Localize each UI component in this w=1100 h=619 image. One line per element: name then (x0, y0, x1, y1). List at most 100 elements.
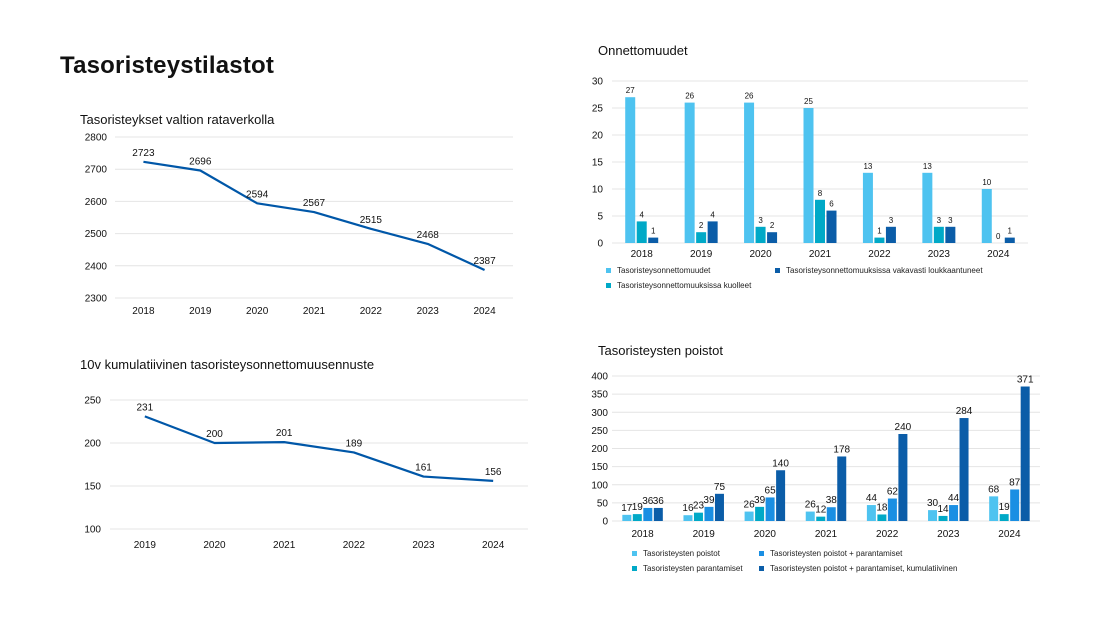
crossings-xtick-label: 2020 (246, 306, 269, 317)
accidents-ytick-label: 5 (597, 212, 603, 223)
removals-bar (704, 506, 714, 521)
legend-item-removals-0: Tasoristeysten poistot (632, 549, 720, 558)
accidents-bar (1004, 237, 1015, 243)
forecast-xtick-label: 2019 (134, 540, 157, 551)
removals-data-label: 14 (937, 504, 949, 515)
crossings-data-label: 2387 (473, 256, 496, 267)
crossings-xtick-label: 2024 (473, 306, 496, 317)
removals-bar (805, 511, 815, 521)
removals-ytick-label: 0 (602, 517, 608, 528)
crossings-series-line (143, 160, 486, 271)
accidents-bar (744, 102, 755, 243)
removals-bar (643, 507, 653, 521)
removals-xtick-label: 2019 (693, 529, 716, 540)
removals-bar (765, 497, 775, 521)
accidents-xtick-label: 2023 (928, 249, 951, 260)
accidents-ytick-label: 20 (592, 131, 604, 142)
crossings-data-label: 2468 (417, 230, 440, 241)
removals-data-label: 62 (887, 487, 899, 498)
removals-bar (653, 507, 663, 521)
removals-xtick-label: 2021 (815, 529, 838, 540)
removals-data-label: 284 (956, 406, 973, 417)
removals-data-label: 75 (714, 482, 726, 493)
removals-bar (755, 506, 765, 521)
removals-bar (744, 511, 754, 521)
forecast-xtick-label: 2020 (203, 540, 226, 551)
removals-data-label: 26 (744, 500, 756, 511)
forecast-data-label: 201 (276, 428, 293, 439)
accidents-data-label: 3 (758, 216, 763, 225)
forecast-xtick-label: 2024 (482, 540, 505, 551)
removals-bar (816, 516, 826, 521)
removals-xtick-label: 2023 (937, 529, 960, 540)
crossings-xtick-label: 2018 (132, 306, 155, 317)
removals-data-label: 36 (653, 496, 665, 507)
crossings-data-label: 2567 (303, 198, 326, 209)
removals-ytick-label: 150 (591, 462, 608, 473)
accidents-data-label: 6 (829, 200, 834, 209)
removals-xtick-label: 2022 (876, 529, 899, 540)
removals-data-label: 38 (826, 495, 838, 506)
forecast-xtick-label: 2023 (412, 540, 435, 551)
accidents-bar (625, 97, 636, 243)
forecast-xtick-label: 2022 (343, 540, 366, 551)
accidents-bar (684, 102, 695, 243)
legend-label: Tasoristeysonnettomuuksissa vakavasti lo… (786, 266, 983, 275)
accidents-xtick-label: 2020 (749, 249, 772, 260)
removals-bar (938, 515, 948, 521)
chart-title-forecast: 10v kumulatiivinen tasoristeysonnettomuu… (80, 357, 375, 372)
forecast-data-label: 231 (136, 402, 153, 413)
removals-data-label: 68 (988, 484, 1000, 495)
removals-ytick-label: 400 (591, 372, 608, 383)
accidents-xtick-label: 2022 (868, 249, 891, 260)
removals-xtick-label: 2024 (998, 529, 1021, 540)
removals-bar (826, 507, 836, 521)
accidents-data-label: 27 (626, 86, 635, 95)
removals-data-label: 23 (693, 501, 705, 512)
accidents-xtick-label: 2018 (631, 249, 654, 260)
crossings-ytick-label: 2700 (85, 165, 108, 176)
removals-data-label: 65 (765, 485, 777, 496)
accidents-ytick-label: 0 (597, 239, 603, 250)
crossings-ytick-label: 2300 (85, 294, 108, 305)
accidents-bar (648, 237, 659, 243)
accidents-data-label: 25 (804, 97, 813, 106)
accidents-ytick-label: 30 (592, 77, 604, 88)
legend-item-removals-1: Tasoristeysten parantamiset (632, 564, 743, 573)
chart-title-removals: Tasoristeysten poistot (598, 343, 724, 358)
removals-bar (1020, 386, 1030, 521)
removals-data-label: 371 (1017, 375, 1034, 386)
accidents-xtick-label: 2019 (690, 249, 713, 260)
crossings-data-label: 2515 (360, 215, 383, 226)
chart-title-accidents: Onnettomuudet (598, 43, 688, 58)
removals-ytick-label: 300 (591, 408, 608, 419)
removals-data-label: 178 (833, 444, 850, 455)
removals-bar (837, 456, 847, 521)
removals-data-label: 36 (642, 496, 654, 507)
legend-label: Tasoristeysten poistot (643, 549, 720, 558)
accidents-data-label: 1 (1008, 227, 1013, 236)
legend-swatch (759, 566, 764, 571)
crossings-xtick-label: 2022 (360, 306, 383, 317)
removals-data-label: 16 (682, 503, 694, 514)
removals-bar (928, 510, 938, 521)
removals-data-label: 87 (1009, 477, 1021, 488)
removals-data-label: 44 (948, 493, 960, 504)
crossings-xtick-label: 2021 (303, 306, 326, 317)
removals-bar (632, 514, 642, 521)
accidents-data-label: 4 (639, 210, 644, 219)
removals-data-label: 44 (866, 493, 878, 504)
legend-label: Tasoristeysten parantamiset (643, 564, 743, 573)
removals-bar (622, 514, 632, 521)
removals-data-label: 19 (999, 502, 1011, 513)
legend-swatch (775, 268, 780, 273)
legend-swatch (606, 283, 611, 288)
legend-item-accidents-0: Tasoristeysonnettomuudet (606, 266, 710, 275)
removals-bar (959, 418, 969, 521)
legend-item-removals-3: Tasoristeysten poistot + parantamiset, k… (759, 564, 957, 573)
accidents-data-label: 4 (710, 210, 715, 219)
removals-bar (887, 498, 897, 521)
crossings-ytick-label: 2600 (85, 197, 108, 208)
